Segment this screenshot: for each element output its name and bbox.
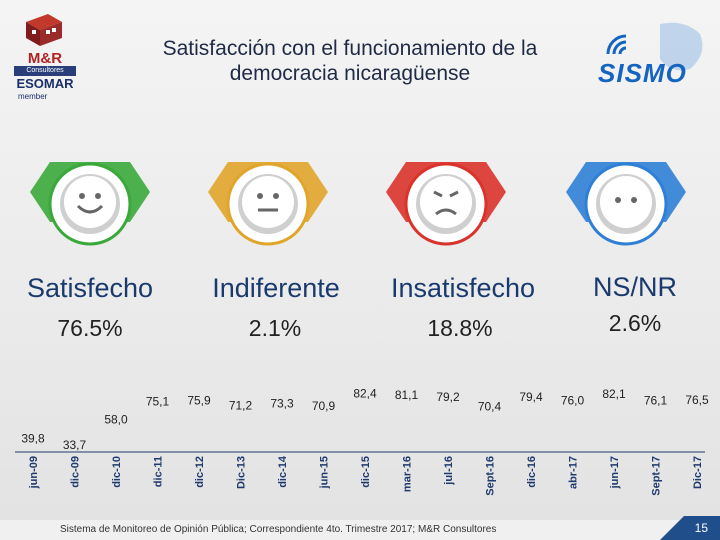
x-tick-label: mar-16 (402, 456, 414, 492)
page-number: 15 (694, 521, 708, 535)
mr-logo-cube-icon (26, 14, 62, 46)
mr-consultores-logo: M&R Consultores ESOMAR member (12, 12, 78, 101)
x-tick-label: dic-10 (111, 456, 123, 488)
data-label: 73,3 (270, 396, 294, 410)
x-tick-label: jul-16 (443, 456, 455, 486)
footer-source: Sistema de Monitoreo de Opinión Pública;… (60, 524, 497, 535)
mr-logo-text: M&R (27, 50, 63, 67)
title-line-2: democracia nicaragüense (229, 62, 471, 85)
x-tick-label: Sept-16 (485, 456, 497, 496)
x-tick-label: dic-15 (360, 456, 372, 488)
sismo-logo: SISMO (590, 14, 710, 104)
category-value-insatisfecho: 18.8% (427, 315, 493, 341)
x-tick-label: dic-11 (153, 456, 165, 487)
title-line-1: Satisfacción con el funcionamiento de la (162, 37, 538, 60)
category-value-nsnr: 2.6% (608, 310, 662, 336)
data-label: 71,2 (229, 399, 253, 413)
x-tick-label: dic-09 (70, 456, 82, 488)
data-label: 70,9 (312, 399, 336, 413)
category-value-satisfecho: 76.5% (57, 315, 123, 341)
data-label: 79,2 (436, 390, 460, 404)
category-label-satisfecho: Satisfecho (26, 273, 154, 303)
x-tick-label: dic-12 (194, 456, 206, 488)
data-label: 75,9 (187, 394, 211, 408)
data-label: 82,1 (602, 387, 626, 401)
category-label-indiferente: Indiferente (212, 273, 340, 303)
sad-face-icon (386, 162, 506, 246)
data-label: 70,4 (478, 399, 502, 413)
esomar-logo-text: ESOMAR (16, 76, 74, 91)
footer: Sistema de Monitoreo de Opinión Pública;… (0, 520, 720, 540)
data-label: 33,7 (63, 438, 87, 452)
x-tick-label: abr-17 (568, 456, 580, 489)
category-label-insatisfecho: Insatisfecho (390, 273, 536, 303)
x-tick-label: Dic-17 (692, 456, 704, 489)
data-label: 76,5 (685, 393, 709, 407)
x-tick-label: jun-17 (609, 456, 621, 489)
data-label: 58,0 (104, 412, 128, 426)
x-tick-label: dic-14 (277, 455, 289, 488)
data-label: 76,0 (561, 393, 585, 407)
x-tick-label: jun-09 (28, 456, 40, 489)
esomar-member-text: member (18, 92, 48, 101)
data-label: 76,1 (644, 393, 668, 407)
category-label-nsnr: NS/NR (592, 272, 677, 302)
x-tick-label: Sept-17 (651, 456, 663, 496)
sismo-signal-icon (606, 22, 703, 71)
page-title: Satisfacción con el funcionamiento de la… (110, 36, 590, 86)
data-label: 39,8 (21, 432, 45, 446)
satisfaction-line-chart: 39,8 jun-09 33,7 dic-09 58,0 dic-10 75,1 dic-11… (15, 387, 709, 496)
x-tick-label: jun-15 (319, 456, 331, 489)
x-tick-label: Dic-13 (236, 456, 248, 489)
x-tick-label: dic-16 (526, 456, 538, 488)
data-label: 82,4 (353, 387, 377, 401)
data-label: 75,1 (146, 394, 170, 408)
mr-logo-subtitle: Consultores (14, 66, 76, 76)
data-label: 79,4 (519, 390, 543, 404)
happy-face-icon (30, 162, 150, 246)
dots-face-icon (566, 162, 686, 246)
category-value-indiferente: 2.1% (248, 315, 302, 341)
data-label: 81,1 (395, 388, 419, 402)
sismo-logo-text: SISMO (598, 58, 687, 88)
neutral-face-icon (208, 162, 328, 246)
